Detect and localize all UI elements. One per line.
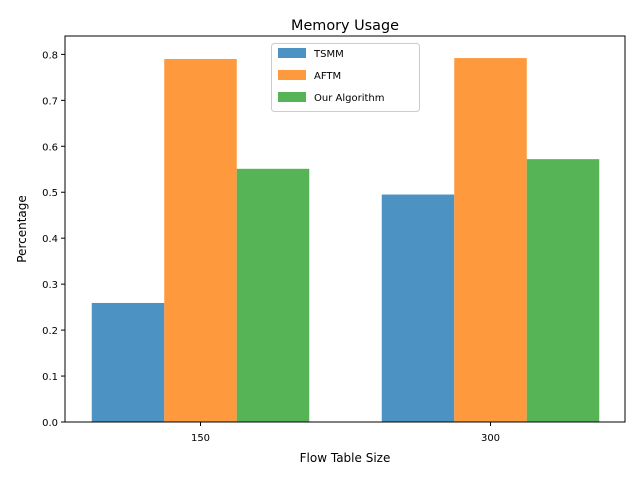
y-tick-label: 0.6	[42, 142, 58, 153]
y-tick-label: 0.7	[42, 96, 58, 107]
y-tick-label: 0.8	[42, 50, 58, 61]
bars-group	[91, 58, 600, 423]
legend-swatch	[278, 48, 306, 58]
bar-tsmm-150	[91, 302, 165, 422]
y-axis-label: Percentage	[15, 195, 29, 263]
bar-our-algorithm-300	[526, 159, 600, 422]
plot-frame	[64, 35, 626, 423]
y-tick-label: 0.0	[42, 418, 58, 429]
y-tick-label: 0.4	[42, 234, 58, 245]
y-tick-label: 0.2	[42, 326, 58, 337]
bar-aftm-300	[454, 58, 527, 423]
legend-box	[271, 43, 420, 112]
legend-label: Our Algorithm	[314, 93, 384, 104]
y-tick-label: 0.3	[42, 280, 58, 291]
y-tick-label: 0.1	[42, 372, 58, 383]
x-tick-label: 150	[191, 433, 210, 444]
legend-label: AFTM	[314, 71, 341, 82]
bar-our-algorithm-150	[236, 168, 310, 422]
legend-swatch	[278, 70, 306, 80]
legend-label: TSMM	[313, 49, 344, 60]
x-axis: 150 300	[191, 422, 500, 444]
bar-tsmm-300	[381, 194, 455, 422]
x-axis-label: Flow Table Size	[300, 451, 391, 465]
legend-swatch	[278, 92, 306, 102]
y-tick-label: 0.5	[42, 188, 58, 199]
x-tick-label: 300	[481, 433, 500, 444]
legend: TSMM AFTM Our Algorithm	[271, 43, 420, 112]
bar-aftm-150	[164, 58, 237, 422]
chart-title: Memory Usage	[291, 18, 399, 34]
y-axis: 0.0 0.1 0.2 0.3 0.4 0.5 0.6 0.7 0.8	[42, 50, 65, 429]
